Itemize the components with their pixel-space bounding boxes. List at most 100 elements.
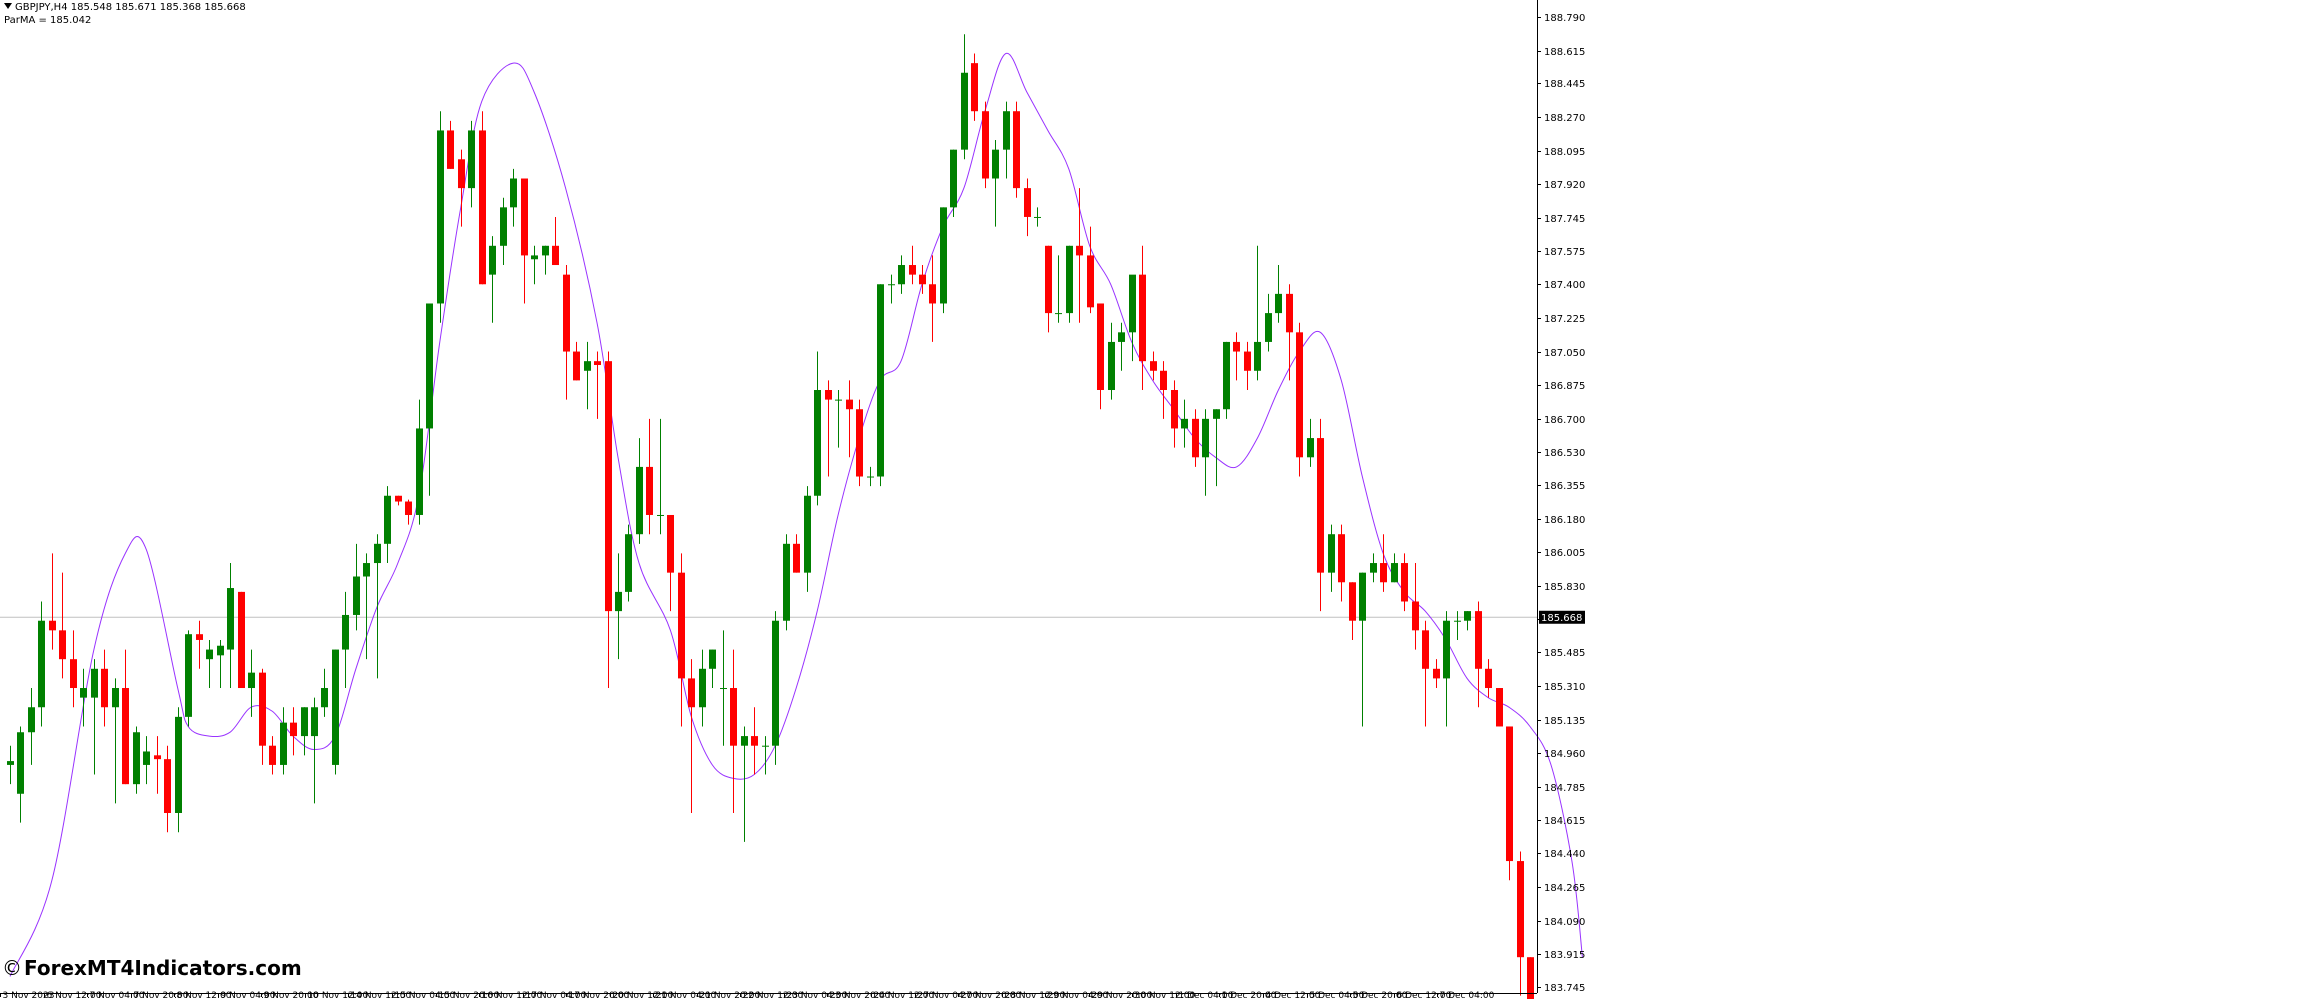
candle: [70, 630, 77, 708]
candle: [259, 668, 266, 765]
candle-body: [1349, 582, 1356, 621]
candle: [982, 101, 989, 189]
candle: [101, 649, 108, 727]
candle: [227, 563, 234, 689]
candle-body: [521, 178, 528, 256]
time-tick-label: 14 Nov 12:00: [351, 991, 412, 999]
candle-body: [458, 159, 465, 189]
candle-body: [971, 63, 978, 112]
candle: [542, 245, 549, 275]
time-tick-label: 27 Nov 20:00: [961, 991, 1022, 999]
candle-body: [1223, 341, 1230, 410]
candle: [1066, 245, 1073, 323]
candle: [1433, 659, 1440, 689]
candle: [657, 418, 664, 535]
candle-body: [1317, 438, 1324, 573]
candle-body: [1296, 332, 1303, 458]
candle-body: [1391, 563, 1398, 583]
candle-body: [1202, 418, 1209, 458]
time-tick-label: 17 Nov 04:00: [526, 991, 587, 999]
candle-body: [825, 390, 832, 400]
candle-body: [405, 501, 412, 515]
candle: [489, 236, 496, 323]
candle-body: [563, 274, 570, 352]
candle-body: [447, 130, 454, 169]
candle-body: [311, 707, 318, 737]
candle-body: [982, 111, 989, 179]
candle-body: [594, 361, 601, 366]
candle: [856, 399, 863, 487]
time-tick-label: 3 Nov 2023: [3, 991, 55, 999]
candle: [919, 265, 926, 294]
candle-body: [1338, 534, 1345, 583]
time-tick-label: 10 Nov 12:00: [308, 991, 369, 999]
candle: [898, 255, 905, 294]
candle: [751, 707, 758, 775]
candle-body: [1454, 620, 1461, 622]
watermark-text: ForexMT4Indicators.com: [24, 956, 302, 980]
candles-layer: [7, 34, 1534, 999]
symbol-info: GBPJPY,H4 185.548 185.671 185.368 185.66…: [4, 2, 246, 13]
candle: [762, 736, 769, 775]
candle-body: [7, 761, 14, 765]
candle: [1171, 380, 1178, 448]
indicator-info: ParMA = 185.042: [4, 15, 92, 26]
candle: [280, 707, 287, 775]
time-tick-label: 4 Dec 12:00: [1266, 991, 1321, 999]
candle: [521, 178, 528, 304]
candle-body: [395, 495, 402, 502]
price-tick-label: 187.050: [1544, 348, 1585, 359]
candle: [1412, 563, 1419, 650]
candle: [825, 380, 832, 477]
candle: [80, 668, 87, 727]
candle: [143, 736, 150, 785]
candle: [814, 351, 821, 506]
candle-body: [1034, 216, 1041, 218]
candle: [1013, 101, 1020, 198]
time-tick-label: 29 Nov 04:00: [1048, 991, 1109, 999]
candle: [342, 591, 349, 689]
candle-body: [1150, 361, 1157, 371]
candle-body: [437, 130, 444, 304]
price-tick-label: 188.790: [1544, 13, 1585, 24]
time-tick-label: 21 Nov 20:00: [700, 991, 761, 999]
candle: [28, 688, 35, 765]
candle-body: [321, 688, 328, 708]
candle: [248, 649, 255, 717]
time-tick-label: 5 Dec 20:00: [1353, 991, 1408, 999]
candle-body: [1045, 245, 1052, 314]
candle: [584, 341, 591, 410]
candle-body: [1076, 245, 1083, 256]
candle-body: [961, 72, 968, 150]
candle-body: [353, 576, 360, 615]
candle: [290, 707, 297, 756]
candle: [709, 649, 716, 689]
candle-body: [1160, 370, 1167, 391]
candle-body: [374, 543, 381, 564]
candle: [196, 620, 203, 669]
price-tick-label: 186.355: [1544, 481, 1585, 492]
candle-body: [1213, 409, 1220, 419]
candle: [877, 284, 884, 487]
candle: [1254, 245, 1261, 381]
candle-body: [615, 591, 622, 612]
candle-body: [1108, 341, 1115, 391]
time-tick-label: 5 Dec 04:00: [1310, 991, 1365, 999]
candle: [321, 668, 328, 717]
candle: [7, 745, 14, 785]
price-tick-label: 187.575: [1544, 247, 1585, 258]
candle-body: [919, 274, 926, 285]
candle-body: [1254, 341, 1261, 371]
time-tick-label: 6 Nov 12:00: [47, 991, 102, 999]
time-tick-label: 28 Nov 12:00: [1005, 991, 1066, 999]
candle: [971, 53, 978, 121]
candle: [1233, 332, 1240, 381]
dropdown-triangle-icon[interactable]: [4, 3, 12, 9]
price-tick-label: 188.445: [1544, 79, 1585, 90]
candle-body: [290, 722, 297, 737]
candle: [1139, 245, 1146, 391]
price-tick-label: 186.005: [1544, 548, 1585, 559]
time-tick-label: 27 Nov 04:00: [918, 991, 979, 999]
candle: [1443, 611, 1450, 727]
